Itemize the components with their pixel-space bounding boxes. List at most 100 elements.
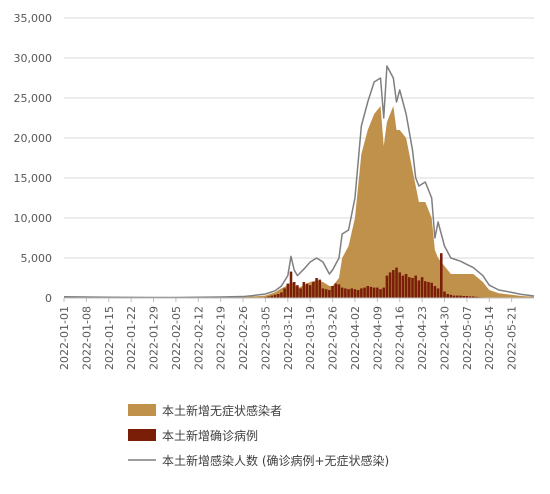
bar-confirmed	[353, 289, 357, 298]
x-tick-label: 2022-05-21	[506, 306, 519, 370]
bar-confirmed	[299, 288, 302, 298]
x-axis	[63, 297, 534, 302]
bar-confirmed	[401, 275, 405, 298]
x-tick-label: 2022-02-12	[192, 306, 205, 370]
x-axis-tick-labels: 2022-01-01 2022-01-08 2022-01-15 2022-01-22…	[58, 306, 519, 370]
bar-confirmed	[446, 294, 449, 298]
y-tick-label: 10,000	[14, 212, 53, 225]
x-tick-label: 2022-03-19	[304, 306, 317, 370]
x-tick-label: 2022-02-19	[215, 306, 228, 370]
bar-confirmed	[398, 272, 401, 298]
legend-swatch-asymptomatic	[128, 404, 156, 416]
y-tick-label: 20,000	[14, 132, 53, 145]
confirmed-bar-series	[264, 253, 485, 298]
bar-confirmed	[385, 275, 389, 298]
legend: 本土新增无症状感染者 本土新增确诊病例 本土新增感染人数 (确诊病例+无症状感染…	[128, 403, 389, 468]
bar-confirmed	[430, 282, 433, 298]
bar-confirmed	[382, 287, 386, 298]
bar-confirmed	[289, 271, 293, 298]
bar-confirmed	[270, 295, 274, 298]
bar-confirmed	[392, 270, 395, 298]
bar-confirmed	[459, 295, 462, 298]
bar-confirmed	[315, 278, 318, 298]
bar-confirmed	[411, 278, 414, 298]
bar-confirmed	[340, 287, 344, 298]
bar-confirmed	[305, 283, 309, 298]
y-tick-label: 5,000	[21, 252, 53, 265]
x-tick-label: 2022-01-01	[58, 306, 71, 370]
asymptomatic-area-series	[64, 106, 534, 298]
bar-confirmed	[276, 294, 280, 298]
bar-confirmed	[267, 296, 270, 298]
x-tick-label: 2022-02-05	[170, 306, 183, 370]
y-axis-tick-labels: 0 5,000 10,000 15,000 20,000 25,000 30,000 35,0…	[14, 12, 53, 305]
x-tick-label: 2022-01-15	[103, 306, 116, 370]
x-tick-label: 2022-02-26	[237, 306, 250, 370]
x-tick-label: 2022-04-09	[371, 306, 384, 370]
y-tick-label: 25,000	[14, 92, 53, 105]
bar-confirmed	[465, 296, 469, 298]
bar-confirmed	[318, 279, 322, 298]
bar-confirmed	[436, 288, 440, 298]
area-asymptomatic	[64, 106, 534, 298]
bar-confirmed	[440, 253, 443, 298]
bar-confirmed	[443, 291, 446, 298]
bar-confirmed	[360, 288, 363, 298]
bar-confirmed	[433, 286, 437, 298]
x-tick-label: 2022-01-29	[148, 306, 161, 370]
bar-confirmed	[344, 288, 347, 298]
x-tick-label: 2022-04-02	[349, 306, 362, 370]
bar-confirmed	[331, 286, 334, 298]
x-tick-label: 2022-04-30	[438, 306, 451, 370]
bar-confirmed	[366, 286, 370, 298]
y-tick-label: 35,000	[14, 12, 53, 25]
bar-confirmed	[363, 287, 366, 298]
bar-confirmed	[427, 282, 430, 298]
x-tick-label: 2022-01-22	[125, 306, 138, 370]
bar-confirmed	[350, 288, 354, 298]
bar-confirmed	[308, 285, 312, 298]
x-tick-label: 2022-03-12	[282, 306, 295, 370]
bar-confirmed	[452, 295, 456, 298]
bar-confirmed	[324, 289, 328, 298]
line-total	[63, 65, 535, 299]
bar-confirmed	[424, 281, 427, 298]
legend-label-confirmed: 本土新增确诊病例	[162, 428, 258, 443]
y-tick-label: 0	[45, 292, 52, 305]
bar-confirmed	[372, 287, 376, 298]
bar-confirmed	[337, 284, 341, 298]
bar-confirmed	[280, 292, 283, 298]
bar-confirmed	[408, 277, 411, 298]
bar-confirmed	[475, 296, 478, 298]
bar-confirmed	[273, 294, 277, 298]
bar-confirmed	[388, 272, 392, 298]
gridlines	[64, 17, 534, 259]
bar-confirmed	[468, 296, 472, 298]
x-tick-label: 2022-03-26	[327, 306, 340, 370]
x-tick-label: 2022-03-05	[259, 306, 272, 370]
x-tick-label: 2022-04-16	[394, 306, 407, 370]
bar-confirmed	[302, 282, 306, 298]
x-tick-label: 2022-05-14	[483, 306, 496, 370]
bar-confirmed	[462, 296, 465, 298]
bar-confirmed	[395, 267, 398, 298]
x-tick-label: 2022-05-07	[461, 306, 474, 370]
bar-confirmed	[379, 289, 382, 298]
legend-label-total: 本土新增感染人数 (确诊病例+无症状感染)	[162, 453, 389, 468]
bar-confirmed	[471, 296, 475, 298]
total-line-series	[63, 65, 535, 299]
bar-confirmed	[347, 289, 350, 298]
bar-confirmed	[404, 274, 408, 298]
bar-confirmed	[356, 290, 360, 298]
bar-confirmed	[420, 277, 424, 298]
y-tick-label: 30,000	[14, 52, 53, 65]
bar-confirmed	[296, 285, 299, 298]
bar-confirmed	[449, 294, 453, 298]
bar-confirmed	[321, 288, 325, 298]
bar-confirmed	[312, 282, 315, 298]
y-tick-label: 15,000	[14, 172, 53, 185]
bar-confirmed	[328, 290, 331, 298]
legend-label-asymptomatic: 本土新增无症状感染者	[162, 403, 282, 418]
